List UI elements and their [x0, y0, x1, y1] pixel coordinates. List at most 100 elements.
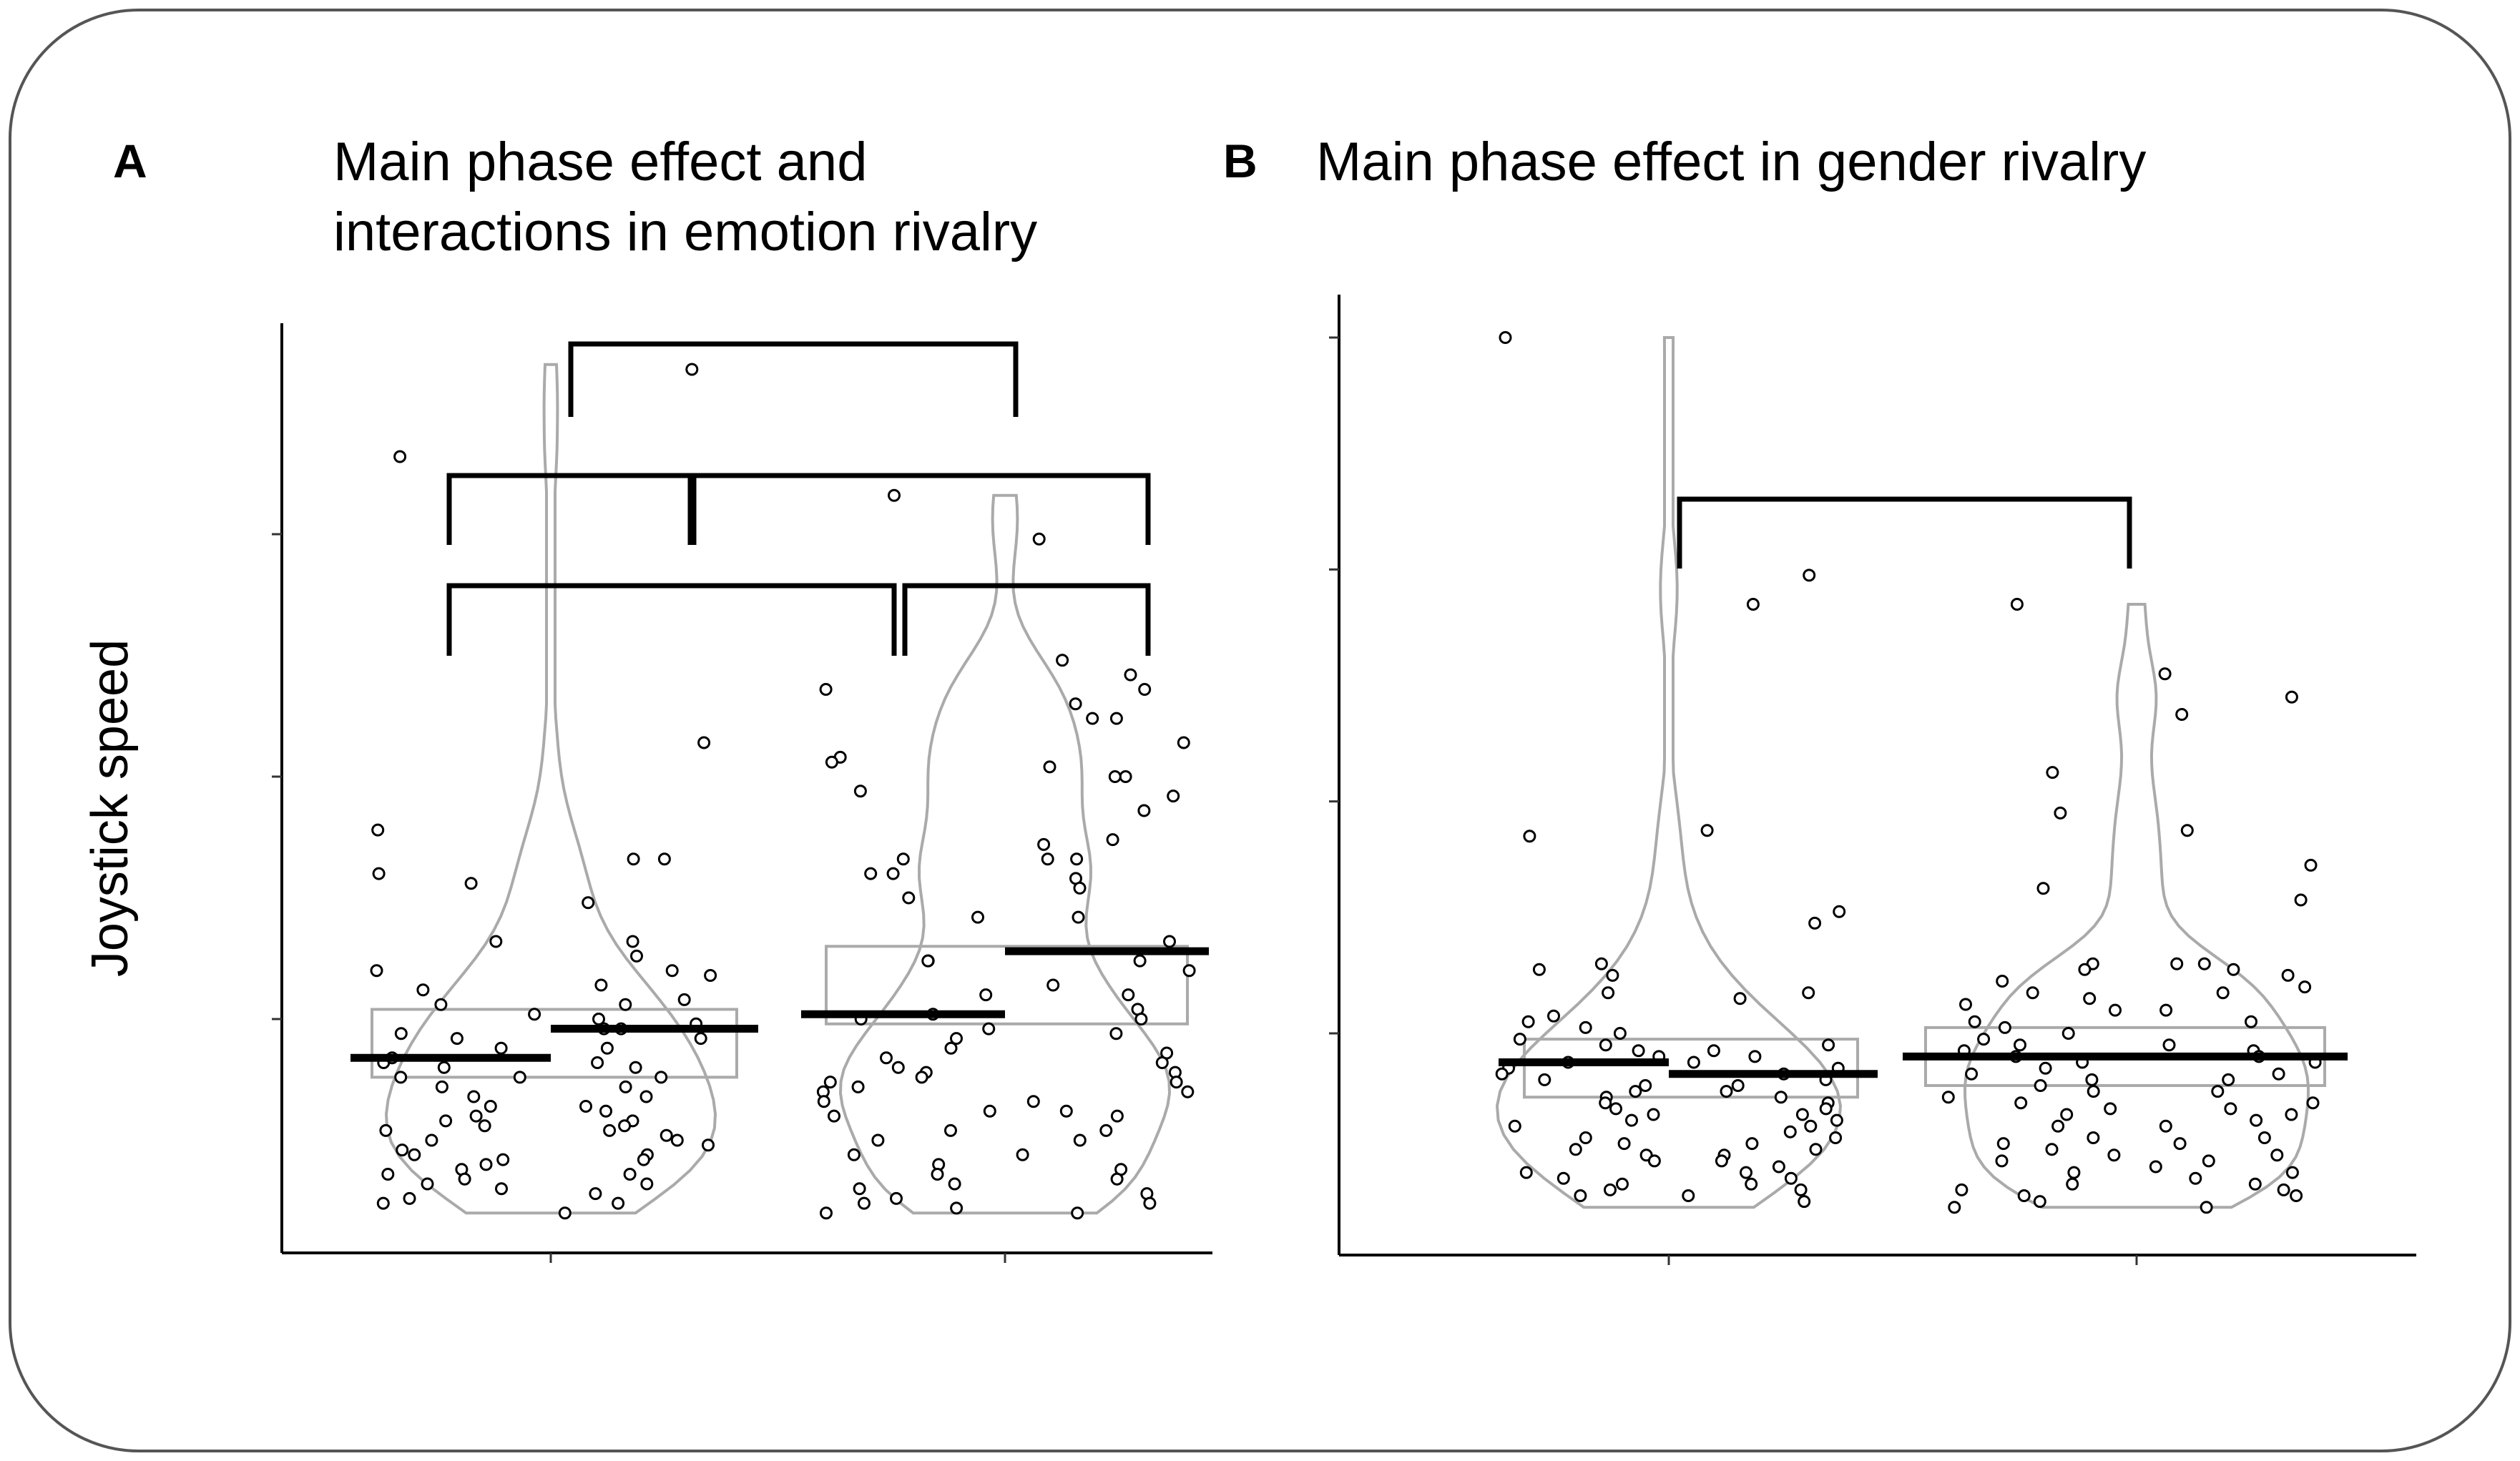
panel-b-point-male	[2197, 957, 2211, 970]
panel-b-point-male	[1733, 992, 1747, 1005]
panel-a-point-neutral	[1069, 697, 1082, 711]
panel-b-violin-formation	[1495, 336, 1843, 1209]
panel-a-point-neutral	[654, 1071, 668, 1084]
panel-b-point-male	[1687, 1056, 1700, 1069]
panel-b-point-female	[1996, 975, 2009, 988]
panel-b-point-female	[1616, 1177, 1629, 1191]
panel-a-point-neutral	[1070, 852, 1084, 866]
panel-a-title-line-2: interactions in emotion rivalry	[333, 202, 1037, 262]
panel-a-point-neutral	[1167, 789, 1180, 803]
panel-a-point-neutral	[1041, 852, 1054, 866]
panel-b-point-female	[1996, 1137, 2010, 1151]
panel-b-point-female	[1639, 1079, 1652, 1092]
panel-a-point-neutral	[1032, 532, 1046, 546]
panel-b-point-female	[1632, 1044, 1645, 1058]
panel-a-significance-bracket	[691, 473, 1151, 545]
panel-b-point-male	[2149, 1160, 2162, 1174]
panel-b-point-female	[1606, 968, 1619, 982]
panel-a-point-happy	[479, 1158, 493, 1171]
panel-a-point-neutral	[1073, 881, 1087, 895]
panel-b-point-male	[1682, 1189, 1695, 1202]
panel-a-point-happy	[871, 1133, 885, 1147]
panel-a-point-happy	[828, 1109, 840, 1123]
panel-a-point-neutral	[629, 1061, 642, 1074]
panel-a-point-neutral	[1110, 1109, 1124, 1123]
panel-a-point-happy	[425, 1133, 438, 1147]
panel-b-point-female	[1499, 331, 1512, 344]
panel-a-point-neutral	[1072, 910, 1085, 924]
panel-a-point-happy	[421, 1177, 434, 1191]
panel-a-point-neutral	[1143, 1196, 1157, 1210]
panel-a-significance-bracket	[568, 341, 1019, 417]
panel-b-point-female	[1625, 1113, 1638, 1127]
panel-b-point-male	[1804, 1119, 1818, 1133]
panel-a-point-neutral	[1155, 1056, 1169, 1069]
panel-a-point-happy	[979, 988, 993, 1002]
panel-b-point-female	[1977, 1033, 1991, 1046]
panel-b-point-male	[1731, 1079, 1745, 1092]
panel-b-box-formation	[1523, 1038, 1859, 1099]
panel-b-point-male	[2290, 1189, 2303, 1202]
panel-a-point-happy	[950, 1032, 963, 1046]
panel-a-point-happy	[847, 1148, 861, 1161]
panel-b-point-female	[1968, 1015, 1981, 1028]
panel-b-point-female	[2039, 1061, 2052, 1075]
panel-a-point-neutral	[1071, 1206, 1084, 1220]
panel-a-point-neutral	[1170, 1076, 1183, 1089]
panel-b-point-male	[1715, 1154, 1728, 1168]
panel-b-point-male	[1784, 1171, 1798, 1185]
panel-b-point-female	[1579, 1131, 1592, 1144]
panel-b-point-female	[1959, 998, 1972, 1011]
panel-b-point-male	[2281, 968, 2295, 982]
panel-a-point-happy	[886, 867, 900, 880]
panel-b-point-female	[1609, 1102, 1622, 1116]
panel-a-point-happy	[858, 1196, 871, 1210]
panel-a-point-neutral	[702, 1138, 715, 1152]
panel-b-point-male	[2304, 858, 2318, 872]
panel-a-point-neutral	[603, 1123, 617, 1137]
panel-a-point-neutral	[694, 1032, 707, 1046]
panel-b-point-male	[1783, 1125, 1797, 1138]
panel-a-point-happy	[379, 1123, 393, 1137]
panel-a-point-happy	[817, 1095, 830, 1108]
panel-a-point-happy	[823, 1076, 837, 1089]
panel-a-point-happy	[403, 1191, 416, 1205]
figure-frame	[9, 9, 2511, 1452]
panel-a-point-neutral	[612, 1196, 625, 1210]
panel-b-point-male	[2298, 980, 2312, 994]
panel-a-point-neutral	[1016, 1148, 1029, 1161]
panel-b-point-male	[1774, 1091, 1788, 1104]
panel-a-point-neutral	[1026, 1095, 1040, 1108]
panel-b-point-female	[1579, 1020, 1592, 1034]
panel-b-point-male	[1802, 986, 1815, 1000]
panel-a-point-happy	[416, 983, 430, 997]
panel-a-point-neutral	[599, 1104, 612, 1118]
panel-a-point-happy	[393, 450, 407, 463]
panel-b-point-female	[2036, 882, 2050, 895]
panel-a-point-happy	[370, 964, 383, 978]
panel-a-point-neutral	[558, 1206, 572, 1220]
panel-a-point-happy	[888, 488, 901, 502]
panel-a-point-happy	[944, 1123, 957, 1137]
panel-b-point-male	[2200, 1201, 2213, 1214]
panel-b-point-female	[2083, 992, 2097, 1005]
panel-b-point-female	[1569, 1143, 1582, 1156]
panel-b-point-female	[1629, 1085, 1642, 1098]
panel-b-point-male	[2257, 1131, 2271, 1144]
panel-a-point-happy	[408, 1148, 421, 1161]
panel-a-point-neutral	[677, 993, 691, 1006]
panel-b-point-female	[2087, 1085, 2100, 1098]
panel-a-point-neutral	[594, 978, 608, 992]
panel-a-point-neutral	[657, 852, 671, 866]
panel-a-point-happy	[376, 1196, 390, 1210]
panel-b-point-male	[2245, 1015, 2257, 1028]
panel-b-violin-dissolution	[1963, 602, 2310, 1209]
panel-b-point-female	[2066, 1177, 2079, 1191]
panel-a-point-happy	[489, 935, 503, 948]
panel-a-point-neutral	[1163, 935, 1176, 948]
panel-a-point-neutral	[1182, 964, 1196, 978]
panel-b-point-female	[2085, 1073, 2099, 1086]
panel-a-point-happy	[478, 1119, 491, 1133]
panel-b-point-female	[1556, 1171, 1570, 1185]
panel-a-point-neutral	[1099, 1123, 1113, 1137]
